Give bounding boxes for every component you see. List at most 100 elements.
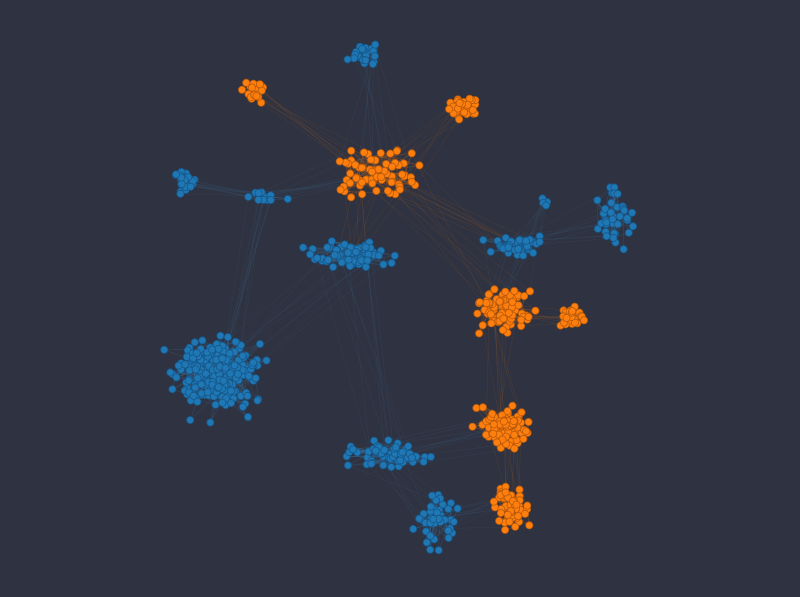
orange-group-node <box>472 403 481 412</box>
orange-group-node <box>397 170 406 179</box>
blue-group-node <box>613 220 622 229</box>
blue-group-node <box>160 345 169 354</box>
blue-group-node <box>337 258 346 267</box>
blue-group-node <box>522 236 531 245</box>
blue-group-node <box>396 456 405 465</box>
blue-group-node <box>313 254 322 263</box>
blue-group-node <box>253 396 262 405</box>
graph-edge <box>384 170 506 239</box>
blue-group-node <box>542 201 551 210</box>
graph-edge <box>419 165 502 248</box>
orange-group-node <box>255 80 264 89</box>
orange-group-node <box>478 321 487 330</box>
blue-group-node <box>230 361 239 370</box>
blue-group-node <box>371 446 380 455</box>
blue-group-node <box>601 204 610 213</box>
blue-group-node <box>327 237 336 246</box>
orange-group-node <box>482 298 491 307</box>
blue-group-node <box>426 452 435 461</box>
blue-group-node <box>168 385 177 394</box>
blue-group-node <box>387 462 396 471</box>
blue-group-node <box>329 262 338 271</box>
orange-group-node <box>351 160 360 169</box>
blue-group-node <box>345 262 354 271</box>
blue-group-node <box>624 228 633 237</box>
blue-group-node <box>190 338 199 347</box>
graph-edge <box>411 153 487 304</box>
blue-group-node <box>426 531 435 540</box>
blue-group-node <box>379 260 388 269</box>
blue-group-node <box>409 525 418 534</box>
orange-group-node <box>395 185 404 194</box>
blue-group-node <box>620 206 629 215</box>
graph-edge <box>361 167 518 298</box>
orange-group-node <box>386 149 395 158</box>
blue-group-node <box>449 517 458 526</box>
blue-group-node <box>426 502 435 511</box>
blue-group-node <box>221 363 230 372</box>
blue-group-node <box>223 333 232 342</box>
blue-group-node <box>251 374 260 383</box>
graph-edge <box>256 95 396 164</box>
blue-group-node <box>434 546 443 555</box>
blue-group-node <box>619 245 628 254</box>
blue-group-node <box>249 358 258 367</box>
graph-edge <box>251 87 385 172</box>
blue-group-node <box>444 526 453 535</box>
orange-group-node <box>489 497 498 506</box>
graph-edge <box>238 380 246 404</box>
blue-group-node <box>374 251 383 260</box>
graph-edge <box>361 194 366 246</box>
blue-group-node <box>535 237 544 246</box>
graph-edge <box>349 150 352 184</box>
orange-group-node <box>346 179 355 188</box>
orange-group-node <box>499 417 508 426</box>
blue-group-node <box>391 443 400 452</box>
graph-edge <box>606 219 628 237</box>
edge-layer <box>164 44 634 551</box>
blue-group-node <box>429 515 438 524</box>
orange-group-node <box>525 521 534 530</box>
blue-group-node <box>390 251 399 260</box>
orange-group-node <box>247 83 256 92</box>
blue-group-node <box>629 222 638 231</box>
blue-group-node <box>363 256 372 265</box>
blue-group-node <box>216 331 225 340</box>
graph-edge <box>370 159 498 322</box>
orange-group-node <box>468 422 477 431</box>
orange-group-node <box>495 516 504 525</box>
graph-edge <box>250 255 379 370</box>
orange-group-node <box>455 115 464 124</box>
orange-group-node <box>508 401 517 410</box>
blue-group-node <box>407 453 416 462</box>
blue-group-node <box>166 368 175 377</box>
orange-group-node <box>460 108 469 117</box>
orange-group-node <box>501 287 510 296</box>
blue-group-node <box>370 52 379 61</box>
blue-group-node <box>380 446 389 455</box>
graph-edge <box>256 85 377 192</box>
orange-group-node <box>336 185 345 194</box>
blue-group-node <box>602 232 611 241</box>
blue-group-node <box>218 354 227 363</box>
blue-group-node <box>519 251 528 260</box>
orange-group-node <box>407 149 416 158</box>
blue-group-node <box>370 436 379 445</box>
orange-group-node <box>498 326 507 335</box>
graph-edge <box>185 185 259 194</box>
orange-group-node <box>526 287 535 296</box>
blue-group-node <box>226 386 235 395</box>
blue-group-node <box>214 383 223 392</box>
orange-group-node <box>383 186 392 195</box>
blue-group-node <box>368 60 377 69</box>
graph-edge <box>359 48 372 186</box>
graph-edge <box>378 447 431 550</box>
blue-group-node <box>593 196 602 205</box>
orange-group-node <box>531 306 540 315</box>
graph-edge <box>253 83 389 192</box>
orange-group-node <box>501 525 510 534</box>
blue-group-node <box>218 398 227 407</box>
graph-edge <box>255 183 373 193</box>
blue-group-node <box>266 195 275 204</box>
graph-edge <box>367 260 385 451</box>
